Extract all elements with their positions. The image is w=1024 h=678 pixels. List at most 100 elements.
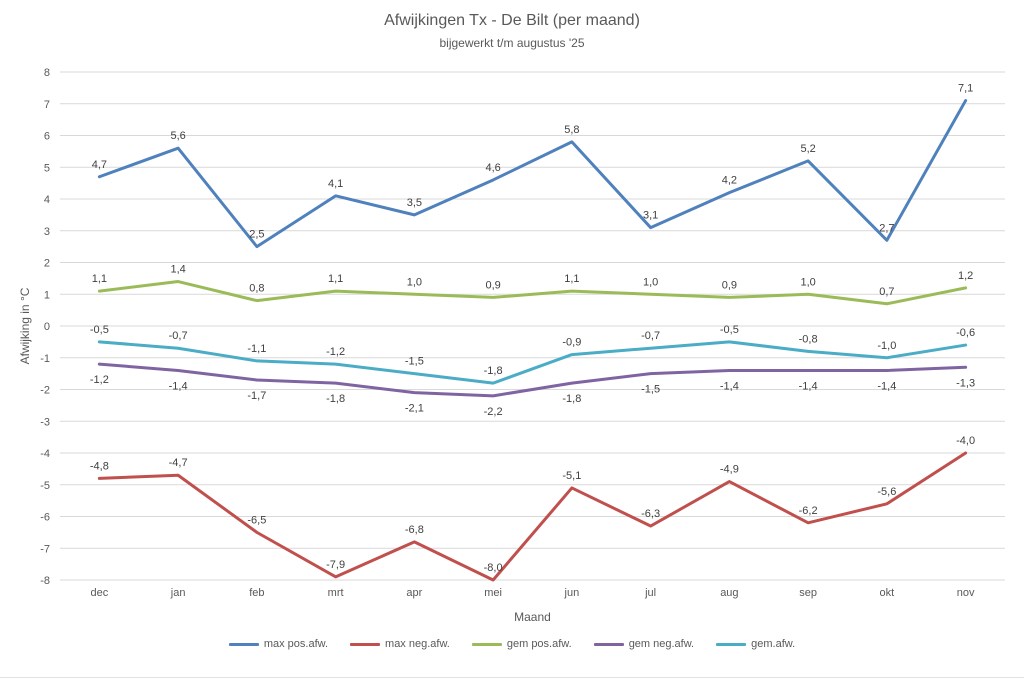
legend-swatch [350, 642, 381, 646]
data-label: 7,1 [958, 83, 973, 95]
data-label: -1,4 [799, 380, 818, 392]
data-label: 1,0 [643, 276, 658, 288]
legend-label: max pos.afw. [263, 638, 329, 650]
legend-swatch [716, 642, 747, 646]
data-label: 4,1 [328, 178, 343, 190]
series-line-gem-neg-afw [97, 362, 968, 398]
data-label: 3,5 [407, 197, 422, 209]
y-tick-label: -3 [40, 416, 50, 428]
data-label: -4,0 [956, 435, 975, 447]
data-label: -5,1 [562, 470, 581, 482]
x-tick-label: sep [799, 587, 817, 599]
chart-subtitle: bijgewerkt t/m augustus '25 [439, 36, 585, 50]
data-label: -8,0 [484, 562, 503, 574]
data-label: -1,8 [484, 365, 503, 377]
y-tick-label: 5 [44, 162, 50, 174]
legend-item: gem.afw. [716, 638, 795, 650]
series-line-max-neg-afw [97, 451, 968, 582]
chart-title: Afwijkingen Tx - De Bilt (per maand) [384, 12, 640, 29]
x-tick-label: dec [91, 587, 109, 599]
legend-item: gem pos.afw. [471, 638, 572, 650]
data-label: -0,5 [720, 324, 739, 336]
data-label: -6,8 [405, 524, 424, 536]
data-label: 0,9 [722, 279, 737, 291]
data-label: -7,9 [326, 559, 345, 571]
data-label: -2,1 [405, 403, 424, 415]
data-label: -1,7 [247, 390, 266, 402]
data-label: -0,8 [799, 333, 818, 345]
data-label: 1,4 [170, 264, 185, 276]
data-label: 1,1 [328, 273, 343, 285]
data-label: 2,5 [249, 229, 264, 241]
y-tick-label: -8 [40, 575, 50, 587]
y-tick-label: -1 [40, 353, 50, 365]
data-label: -1,1 [247, 343, 266, 355]
legend-item: gem neg.afw. [593, 638, 695, 650]
legend-swatch [471, 642, 502, 646]
data-label: -0,7 [169, 330, 188, 342]
x-tick-label: mrt [328, 587, 344, 599]
data-label: -5,6 [877, 486, 896, 498]
data-label: 4,2 [722, 175, 737, 187]
data-label: -1,0 [877, 340, 896, 352]
legend-label: gem neg.afw. [628, 638, 695, 650]
data-label: -0,6 [956, 327, 975, 339]
data-label: 0,9 [485, 279, 500, 291]
legend-swatch [593, 642, 624, 646]
data-label: 5,8 [564, 124, 579, 136]
data-label: -1,2 [326, 346, 345, 358]
data-label: -4,7 [169, 457, 188, 469]
data-label: 1,2 [958, 270, 973, 282]
legend-item: max pos.afw. [228, 638, 329, 650]
data-label: -1,2 [90, 374, 109, 386]
data-label: 5,6 [170, 130, 185, 142]
x-tick-label: okt [880, 587, 895, 599]
data-label: -0,7 [641, 330, 660, 342]
y-tick-label: -2 [40, 385, 50, 397]
data-label: -1,5 [405, 356, 424, 368]
data-label: 1,0 [407, 276, 422, 288]
data-label: 5,2 [800, 143, 815, 155]
y-tick-label: 8 [44, 67, 50, 79]
data-label: 4,7 [92, 159, 107, 171]
y-tick-label: 1 [44, 289, 50, 301]
data-label: -1,5 [641, 384, 660, 396]
x-tick-label: aug [720, 587, 738, 599]
x-tick-label: feb [249, 587, 264, 599]
legend-label: max neg.afw. [385, 638, 450, 650]
data-label: -0,9 [562, 337, 581, 349]
data-label: -6,2 [799, 505, 818, 517]
legend-swatch [228, 642, 259, 646]
y-tick-label: 4 [44, 194, 50, 206]
data-label: -6,3 [641, 508, 660, 520]
legend-item: max neg.afw. [350, 638, 450, 650]
x-tick-label: jul [644, 587, 656, 599]
data-label: -1,4 [877, 380, 896, 392]
y-tick-label: 6 [44, 131, 50, 143]
data-label: -4,8 [90, 460, 109, 472]
data-label: 1,0 [800, 276, 815, 288]
data-label: -1,8 [326, 393, 345, 405]
data-label: -4,9 [720, 464, 739, 476]
data-label: -0,5 [90, 324, 109, 336]
series-line-max-pos-afw [97, 99, 968, 249]
data-label: 3,1 [643, 210, 658, 222]
y-tick-label: 2 [44, 258, 50, 270]
data-label: 2,7 [879, 222, 894, 234]
y-tick-label: -7 [40, 543, 50, 555]
x-axis-title: Maand [514, 610, 551, 624]
y-tick-label: -5 [40, 480, 50, 492]
legend-label: gem pos.afw. [506, 638, 572, 650]
x-tick-label: nov [957, 587, 975, 599]
y-tick-label: -6 [40, 512, 50, 524]
y-tick-label: 7 [44, 99, 50, 111]
data-label: 1,1 [564, 273, 579, 285]
data-label: 4,6 [485, 162, 500, 174]
data-label: -1,3 [956, 377, 975, 389]
data-label: -1,4 [720, 380, 739, 392]
x-tick-label: apr [406, 587, 422, 599]
data-label: 1,1 [92, 273, 107, 285]
data-label: -2,2 [484, 406, 503, 418]
y-tick-label: -4 [40, 448, 50, 460]
